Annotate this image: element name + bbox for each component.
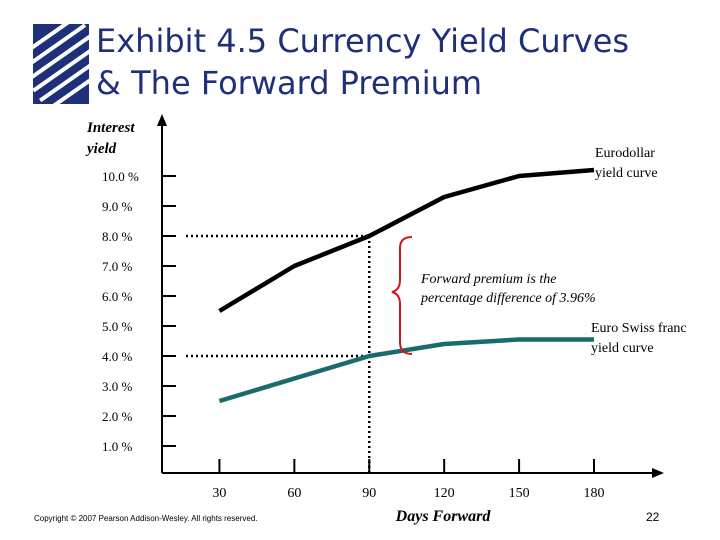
x-tick-label: 90	[362, 486, 376, 501]
reference-lines	[186, 234, 371, 473]
swiss-label-line-1: Euro Swiss franc	[591, 321, 687, 336]
y-axis-label-line-1: Interest	[86, 120, 135, 136]
slide-title: Exhibit 4.5 Currency Yield Curves & The …	[96, 20, 629, 104]
swiss-label-line-2: yield curve	[591, 341, 654, 356]
y-tick-label: 9.0 %	[102, 199, 133, 214]
eurodollar-series-line	[218, 167, 595, 313]
y-axis-label-line-2: yield	[85, 141, 117, 157]
y-tick-label: 6.0 %	[102, 289, 133, 304]
title-line-2: & The Forward Premium	[96, 64, 483, 102]
x-tick-label: 120	[434, 486, 455, 501]
x-tick-label: 60	[287, 486, 301, 501]
x-axis-label: Days Forward	[395, 508, 492, 525]
annotation-line-1: Forward premium is the	[420, 272, 556, 287]
y-tick-label: 5.0 %	[102, 319, 133, 334]
y-tick-label: 8.0 %	[102, 229, 133, 244]
y-tick-label: 7.0 %	[102, 259, 133, 274]
eurodollar-label-line-2: yield curve	[595, 166, 658, 181]
y-tick-label: 4.0 %	[102, 349, 133, 364]
x-axis-arrow	[652, 468, 664, 478]
x-axis: 30 60 90 120 150 180	[162, 459, 664, 501]
y-tick-label: 10.0 %	[102, 169, 139, 184]
x-tick-label: 180	[584, 486, 605, 501]
forward-premium-brace	[391, 236, 413, 355]
copyright-text: Copyright © 2007 Pearson Addison-Wesley.…	[34, 514, 258, 523]
y-tick-label: 1.0 %	[102, 439, 133, 454]
eurodollar-label-line-1: Eurodollar	[595, 146, 655, 161]
series	[218, 167, 595, 404]
y-tick-label: 2.0 %	[102, 409, 133, 424]
title-line-1: Exhibit 4.5 Currency Yield Curves	[96, 22, 630, 60]
swiss-franc-series-line	[218, 337, 594, 404]
y-tick-label: 3.0 %	[102, 379, 133, 394]
y-axis: 1.0 % 2.0 % 3.0 % 4.0 % 5.0 % 6.0 % 7.0 % 8.0 %…	[102, 114, 176, 473]
y-axis-arrow	[157, 114, 167, 126]
x-tick-label: 30	[212, 486, 226, 501]
page-number: 22	[646, 510, 660, 524]
annotation-line-2: percentage difference of 3.96%	[420, 291, 596, 306]
x-tick-label: 150	[509, 486, 530, 501]
striped-logo-icon	[33, 24, 89, 104]
